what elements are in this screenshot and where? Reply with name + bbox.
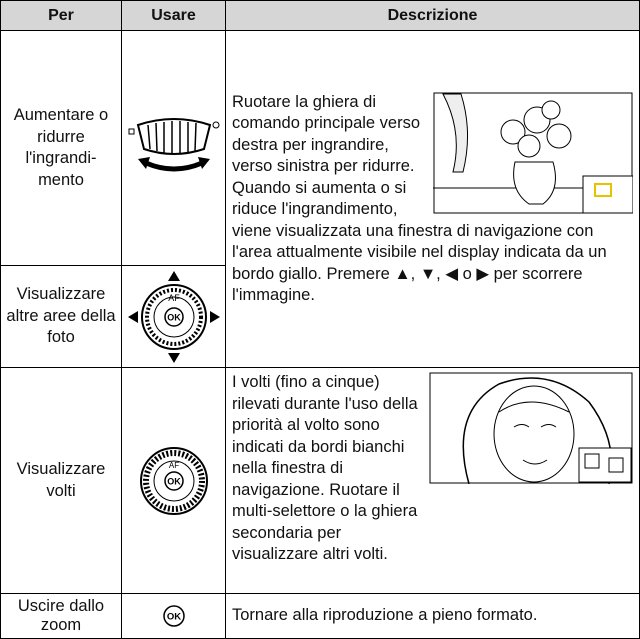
shape	[128, 128, 134, 135]
shape	[442, 93, 469, 172]
per-text: Visualizzare volti	[16, 460, 106, 500]
sub-dial-icon: AF OK	[139, 446, 208, 515]
face-illustration	[429, 372, 633, 484]
ok-icon: OK	[162, 605, 185, 627]
shape	[162, 605, 185, 627]
header-cell: Per	[0, 0, 122, 31]
description-cell: Tornare alla riproduzione a pieno format…	[226, 594, 640, 639]
description-text: Tornare alla riproduzione a pieno format…	[232, 606, 538, 625]
icon-label: AF	[168, 293, 180, 303]
per-cell: Visualizzare altre aree della foto	[0, 266, 122, 368]
description-cell: I volti (fino a cinque) rilevati durante…	[226, 368, 640, 594]
description-text: I volti (fino a cinque) rilevati durante…	[232, 373, 418, 563]
zoom-illustration	[433, 92, 633, 213]
icon-label: OK	[167, 476, 181, 486]
shape	[137, 157, 150, 169]
shape	[193, 122, 197, 152]
per-cell: Visualizzare volti	[0, 368, 122, 594]
icon-cell: AF OK	[122, 368, 226, 594]
icon-cell: OK	[122, 594, 226, 639]
shape	[462, 377, 613, 484]
icon-label: AF	[168, 461, 178, 470]
icon-label: OK	[167, 312, 181, 322]
shape	[146, 124, 151, 150]
shape	[500, 100, 572, 157]
shape	[127, 310, 138, 323]
icon-label: OK	[166, 612, 180, 623]
shape	[144, 287, 203, 346]
shape	[142, 449, 205, 512]
shape	[517, 134, 541, 157]
header-cell: Usare	[122, 0, 226, 31]
per-text: Aumentare o ridurre l'ingrandi­mento	[13, 106, 109, 189]
per-cell: Aumentare o ridurre l'ingrandi­mento	[0, 31, 122, 266]
dial-icon	[128, 118, 219, 172]
shape	[163, 470, 184, 491]
shape	[513, 161, 556, 204]
shape	[163, 306, 184, 327]
description-text: Ruotare la ghiera di comando principale …	[232, 92, 607, 305]
shape	[146, 121, 197, 153]
header-cell: Descrizione	[226, 0, 640, 31]
shape	[522, 459, 548, 465]
shape	[513, 424, 557, 428]
shape	[154, 122, 158, 152]
multi-selector-icon: AF OK	[127, 270, 220, 363]
shape	[582, 175, 633, 213]
icon-cell: AF OK	[122, 266, 226, 368]
shape	[608, 457, 624, 473]
shape	[167, 352, 180, 363]
per-text: Uscire dallo zoom	[17, 597, 105, 634]
shape	[197, 157, 210, 169]
shape	[167, 270, 180, 281]
shape	[212, 121, 219, 129]
shape	[144, 160, 203, 172]
shape	[594, 182, 612, 197]
per-text: Visualizzare altre aree della foto	[6, 285, 116, 347]
shape	[584, 453, 600, 469]
shape	[209, 310, 220, 323]
icon-cell	[122, 31, 226, 266]
shape	[498, 401, 570, 413]
shape	[493, 385, 575, 483]
shape	[546, 123, 572, 148]
description-block: Ruotare la ghiera di comando principale …	[232, 92, 633, 307]
per-cell: Uscire dallo zoom	[0, 594, 122, 639]
shape	[541, 100, 561, 119]
description-cell: Ruotare la ghiera di comando principale …	[226, 31, 640, 368]
shape	[500, 119, 526, 144]
